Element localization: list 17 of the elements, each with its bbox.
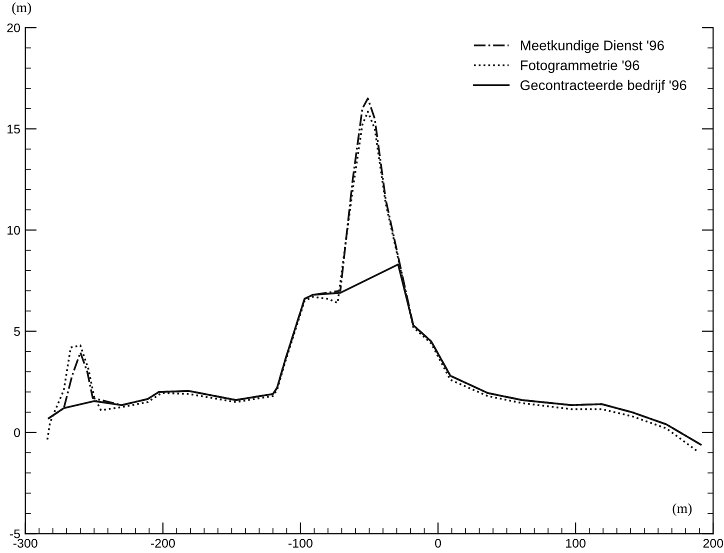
x-axis-title: (m) — [672, 503, 692, 516]
x-tick-label: -100 — [288, 538, 312, 548]
y-tick-label: 0 — [14, 428, 20, 438]
x-tick-label: 200 — [703, 538, 724, 548]
x-tick-label: -300 — [13, 538, 38, 548]
x-tick-label: 100 — [566, 538, 586, 548]
y-tick-label: 20 — [7, 23, 20, 32]
y-tick-label: 10 — [8, 226, 20, 235]
x-tick-label: 0 — [435, 538, 442, 548]
x-tick-label: -200 — [150, 538, 175, 548]
legend-label: Fotogrammetrie '96 — [520, 60, 640, 73]
legend-label: Meetkundige Dienst '96 — [520, 40, 664, 54]
y-axis-title: (m) — [12, 2, 32, 15]
y-tick-label: -5 — [10, 530, 20, 538]
y-tick-label: 15 — [8, 124, 20, 134]
y-tick-label: 5 — [14, 327, 20, 336]
legend-label: Gecontracteerde bedrijf '96 — [520, 80, 686, 93]
